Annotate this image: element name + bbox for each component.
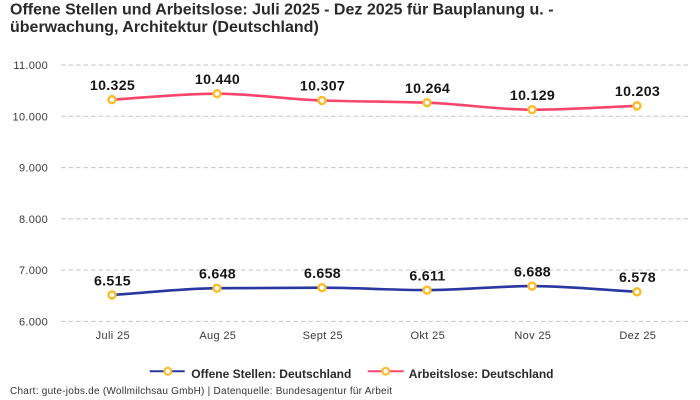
svg-text:6.000: 6.000 — [19, 316, 48, 328]
svg-text:Sept 25: Sept 25 — [303, 330, 343, 342]
svg-text:10.325: 10.325 — [90, 78, 135, 94]
svg-text:9.000: 9.000 — [19, 163, 48, 175]
svg-text:10.440: 10.440 — [195, 72, 240, 88]
svg-text:7.000: 7.000 — [19, 265, 48, 277]
svg-text:6.611: 6.611 — [409, 269, 445, 285]
svg-text:Chart: gute-jobs.de (Wollmilch: Chart: gute-jobs.de (Wollmilchsau GmbH) … — [10, 386, 392, 397]
svg-text:überwachung, Architektur (Deut: überwachung, Architektur (Deutschland) — [10, 19, 319, 36]
svg-text:Arbeitslose: Deutschland: Arbeitslose: Deutschland — [409, 367, 554, 381]
svg-text:Aug 25: Aug 25 — [199, 330, 236, 342]
svg-text:6.688: 6.688 — [514, 265, 551, 281]
svg-text:10.000: 10.000 — [13, 111, 48, 123]
svg-text:10.129: 10.129 — [510, 88, 555, 104]
svg-text:Juli 25: Juli 25 — [96, 330, 130, 342]
svg-text:10.264: 10.264 — [405, 81, 450, 97]
svg-text:Okt 25: Okt 25 — [411, 330, 446, 342]
svg-text:6.515: 6.515 — [94, 273, 131, 289]
svg-text:Offene Stellen und Arbeitslose: Offene Stellen und Arbeitslose: Juli 202… — [10, 2, 554, 19]
svg-text:10.307: 10.307 — [300, 79, 345, 95]
svg-text:6.648: 6.648 — [199, 267, 236, 283]
svg-text:11.000: 11.000 — [13, 60, 48, 72]
svg-text:10.203: 10.203 — [615, 84, 660, 100]
svg-text:Nov 25: Nov 25 — [514, 330, 551, 342]
svg-text:6.578: 6.578 — [619, 270, 656, 286]
svg-text:Offene Stellen: Deutschland: Offene Stellen: Deutschland — [191, 367, 351, 381]
svg-text:8.000: 8.000 — [19, 214, 48, 226]
svg-text:Dez 25: Dez 25 — [619, 330, 656, 342]
svg-text:6.658: 6.658 — [304, 266, 341, 282]
